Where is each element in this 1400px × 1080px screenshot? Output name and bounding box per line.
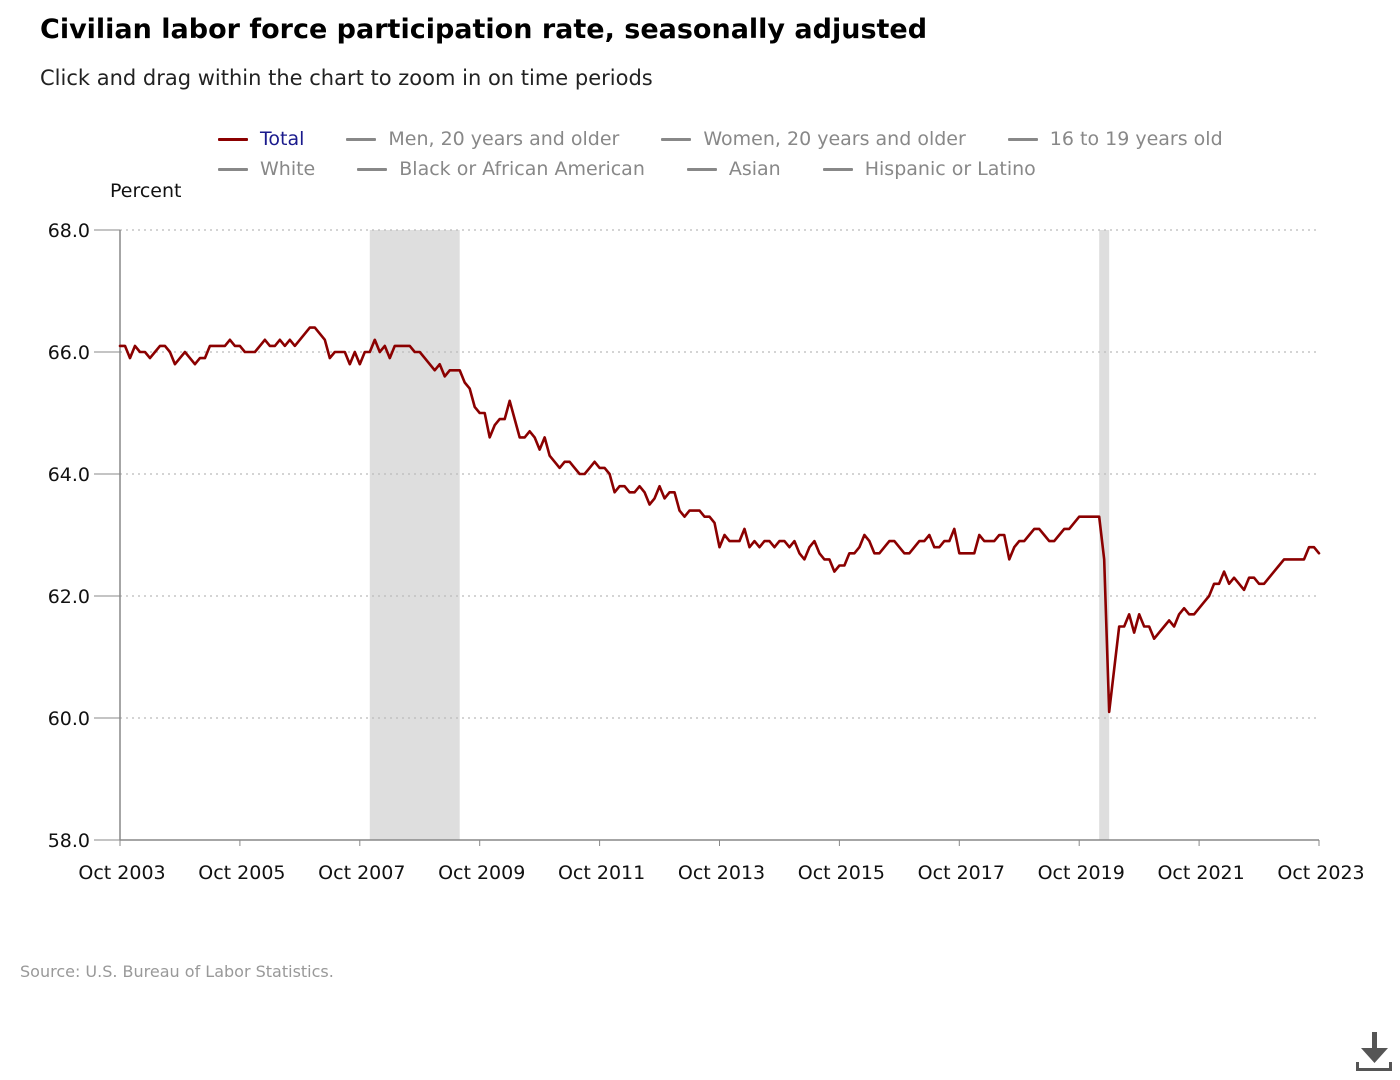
legend-swatch xyxy=(218,167,248,171)
legend-swatch xyxy=(346,137,377,141)
y-axis-label: Percent xyxy=(110,180,182,202)
legend-label: Women, 20 years and older xyxy=(703,128,966,150)
y-tick-label: 62.0 xyxy=(48,586,90,608)
legend-row: Total Men, 20 years and older Women, 20 … xyxy=(218,124,1318,154)
y-tick-label: 64.0 xyxy=(48,464,90,486)
legend-item-men[interactable]: Men, 20 years and older xyxy=(346,128,619,150)
legend: Total Men, 20 years and older Women, 20 … xyxy=(218,124,1318,184)
legend-label: White xyxy=(260,158,316,180)
x-tick-label: Oct 2003 xyxy=(78,862,165,884)
legend-swatch xyxy=(661,137,692,141)
x-tick-label: Oct 2009 xyxy=(438,862,525,884)
chart-title: Civilian labor force participation rate,… xyxy=(40,14,928,45)
legend-swatch xyxy=(822,167,853,171)
source-note: Source: U.S. Bureau of Labor Statistics. xyxy=(20,962,334,981)
legend-swatch xyxy=(218,137,248,141)
legend-label: Total xyxy=(260,128,305,150)
recession-band xyxy=(369,230,460,840)
legend-swatch xyxy=(1007,137,1038,141)
chart-subtitle: Click and drag within the chart to zoom … xyxy=(40,66,653,90)
legend-swatch xyxy=(686,167,717,171)
x-tick-label: Oct 2019 xyxy=(1038,862,1125,884)
legend-label: Men, 20 years and older xyxy=(388,128,620,150)
y-tick-label: 60.0 xyxy=(48,708,90,730)
legend-row: White Black or African American Asian Hi… xyxy=(218,154,1318,184)
legend-label: 16 to 19 years old xyxy=(1049,128,1223,150)
legend-item-asian[interactable]: Asian xyxy=(686,158,781,180)
legend-item-women[interactable]: Women, 20 years and older xyxy=(661,128,966,150)
legend-label: Black or African American xyxy=(399,158,645,180)
download-button[interactable] xyxy=(1352,1030,1396,1074)
recession-band xyxy=(1099,230,1110,840)
legend-item-total[interactable]: Total xyxy=(218,128,304,150)
x-tick-label: Oct 2017 xyxy=(918,862,1005,884)
legend-item-black[interactable]: Black or African American xyxy=(357,158,645,180)
series-line-total xyxy=(118,326,1321,714)
x-tick-label: Oct 2011 xyxy=(558,862,645,884)
legend-label: Asian xyxy=(728,158,781,180)
legend-item-white[interactable]: White xyxy=(218,158,315,180)
y-tick-label: 68.0 xyxy=(48,220,90,242)
x-tick-label: Oct 2021 xyxy=(1157,862,1244,884)
y-tick-label: 66.0 xyxy=(48,342,90,364)
x-tick-label: Oct 2023 xyxy=(1277,862,1364,884)
legend-item-teens[interactable]: 16 to 19 years old xyxy=(1007,128,1223,150)
line-chart[interactable]: 68.0 66.0 64.0 62.0 60.0 58.0 Oct 2003 Oct 2005… xyxy=(0,0,1400,940)
x-tick-label: Oct 2013 xyxy=(678,862,765,884)
legend-swatch xyxy=(357,167,388,171)
legend-item-hispanic[interactable]: Hispanic or Latino xyxy=(822,158,1036,180)
x-tick-label: Oct 2015 xyxy=(798,862,885,884)
download-icon xyxy=(1356,1032,1392,1071)
x-tick-label: Oct 2007 xyxy=(318,862,405,884)
y-tick-label: 58.0 xyxy=(48,830,90,852)
legend-label: Hispanic or Latino xyxy=(864,158,1036,180)
x-tick-label: Oct 2005 xyxy=(198,862,285,884)
